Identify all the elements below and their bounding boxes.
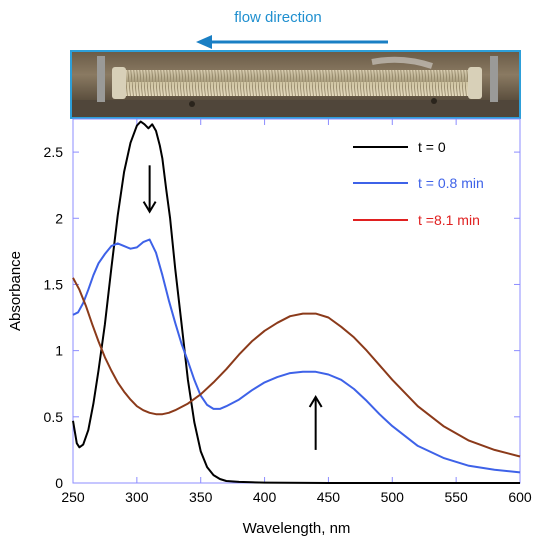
x-tick-label: 600	[508, 489, 532, 505]
y-tick-label: 2.5	[44, 144, 64, 160]
reactor-coil-photo-icon	[72, 52, 519, 117]
flow-direction-text: flow direction	[234, 9, 322, 26]
x-tick-label: 250	[61, 489, 85, 505]
series-line-1	[72, 120, 520, 484]
x-axis-title: Wavelength, nm	[243, 520, 351, 537]
y-axis-title: Absorbance	[7, 251, 24, 331]
legend-label: t = 0.8 min	[418, 175, 484, 191]
y-axis: 0 0.5 1 1.5 2 2.5	[44, 144, 520, 491]
trend-arrow-head	[308, 395, 323, 408]
legend: t = 0 t = 0.8 min t =8.1 min	[353, 139, 484, 228]
y-tick-label: 1	[55, 343, 63, 359]
x-tick-label: 300	[125, 489, 149, 505]
x-axis: 250 300 350 400 450 500 550 600	[61, 119, 532, 505]
legend-label: t =8.1 min	[418, 212, 480, 228]
y-tick-label: 0	[55, 475, 63, 491]
x-tick-label: 400	[253, 489, 277, 505]
series-line-3	[72, 277, 521, 458]
annotation-layer	[142, 165, 323, 450]
trend-arrow-head	[142, 201, 157, 214]
y-tick-label: 2	[55, 210, 63, 226]
x-tick-label: 450	[317, 489, 341, 505]
plot-frame	[72, 118, 521, 484]
x-tick-label: 550	[444, 489, 468, 505]
x-tick-label: 500	[381, 489, 405, 505]
reactor-photo	[70, 50, 521, 119]
flow-arrow-icon	[196, 35, 388, 49]
y-tick-label: 1.5	[44, 276, 64, 292]
legend-label: t = 0	[418, 139, 446, 155]
flow-direction-label: flow direction	[0, 9, 544, 26]
y-tick-label: 0.5	[44, 409, 64, 425]
series-line-2	[72, 238, 521, 474]
series-layer	[72, 120, 521, 484]
x-tick-label: 350	[189, 489, 213, 505]
